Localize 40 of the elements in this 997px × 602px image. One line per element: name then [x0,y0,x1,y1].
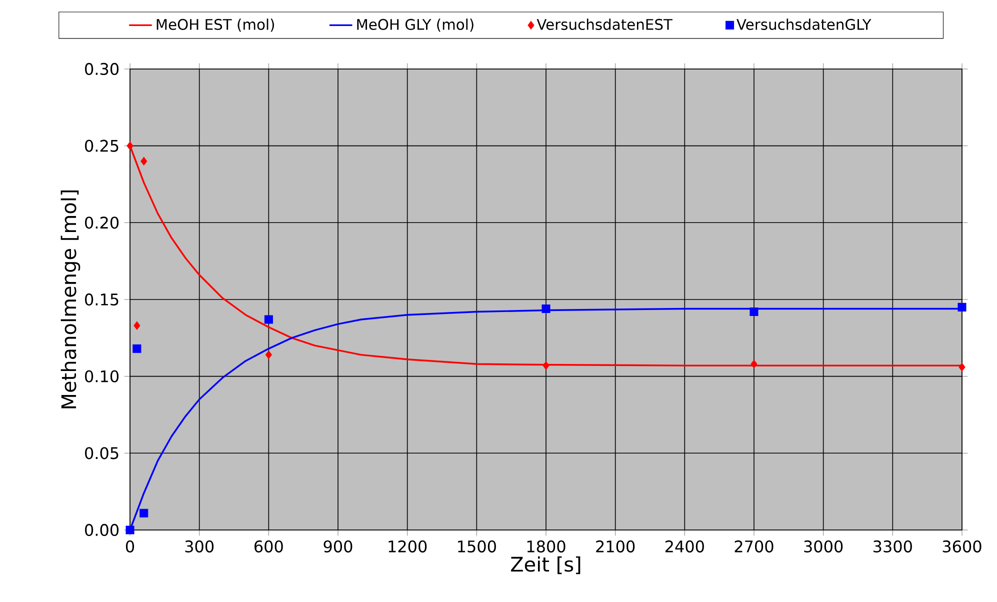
legend-label: VersuchsdatenEST [536,18,673,30]
point [134,321,140,330]
x-tick-label: 600 [254,540,283,552]
x-tick-label: 300 [185,540,214,552]
x-tick-label: 2700 [734,540,774,552]
x-tick-label: 3300 [874,540,912,552]
y-tick-label: 0.20 [85,216,119,229]
y-tick-label: 0.05 [85,447,118,460]
x-tick-label: 2100 [596,540,635,552]
y-tick-label: 0.15 [85,293,118,306]
y-tick-label: 0.00 [85,524,119,536]
point [265,350,272,360]
y-axis-title: Methanolmenge [mol] [60,190,80,408]
point [264,315,273,324]
point [958,302,966,312]
y-tick-label: 0.25 [85,140,118,152]
point [126,526,134,534]
point [750,308,758,316]
x-tick-label: 3600 [942,540,982,552]
legend-label: VersuchsdatenGLY [736,18,872,30]
x-tick-label: 900 [324,540,352,552]
x-tick-label: 0 [126,540,134,552]
point [126,142,134,150]
x-tick-label: 1800 [527,540,566,552]
legend-label: MeOH GLY (mol) [357,18,474,32]
point [958,362,966,372]
x-tick-label: 1200 [388,540,427,552]
point [132,344,142,353]
point [750,360,758,368]
point [140,156,148,166]
legend-label: MeOH EST (mol) [156,18,274,32]
point [140,508,148,518]
x-tick-label: 2400 [665,540,704,552]
point [542,304,550,313]
y-tick-label: 0.30 [85,62,119,76]
x-tick-label: 1500 [458,540,496,552]
y-tick-label: 0.10 [85,370,119,382]
point [542,361,550,370]
x-axis-title: Zeit [s] [511,556,580,574]
x-tick-label: 3000 [804,540,843,552]
